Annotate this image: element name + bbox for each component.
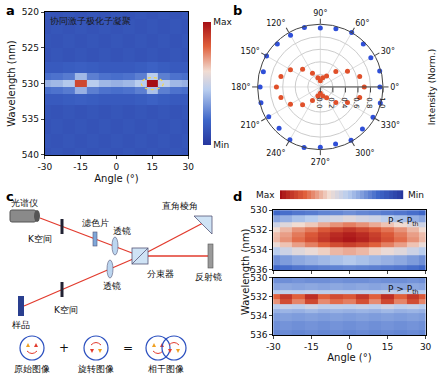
svg-text:-30: -30: [266, 342, 281, 352]
svg-text:相干图像: 相干图像: [148, 364, 184, 374]
svg-text:光谱仪: 光谱仪: [11, 198, 38, 208]
svg-text:Wavelength (nm): Wavelength (nm): [6, 40, 17, 126]
svg-text:535: 535: [22, 114, 39, 124]
svg-text:滤色片: 滤色片: [82, 218, 109, 228]
svg-text:K空间: K空间: [28, 234, 52, 244]
svg-text:300°: 300°: [355, 149, 374, 158]
svg-text:透镜: 透镜: [113, 226, 131, 236]
svg-text:=: =: [123, 341, 133, 355]
svg-text:直角棱角: 直角棱角: [162, 201, 198, 211]
svg-text:30°: 30°: [381, 47, 395, 56]
svg-text:540: 540: [22, 150, 39, 160]
svg-text:536: 536: [250, 265, 267, 275]
svg-text:15: 15: [147, 162, 158, 172]
svg-text:15: 15: [382, 342, 393, 352]
svg-text:60°: 60°: [355, 19, 369, 28]
svg-text:-15: -15: [73, 162, 88, 172]
svg-text:0.0: 0.0: [315, 97, 323, 108]
svg-text:534: 534: [250, 245, 267, 255]
svg-text:30: 30: [182, 162, 194, 172]
svg-text:150°: 150°: [241, 47, 260, 56]
svg-text:Angle (°): Angle (°): [327, 352, 372, 363]
svg-text:透镜: 透镜: [103, 281, 121, 291]
svg-text:1.0: 1.0: [378, 97, 386, 108]
svg-text:Angle (°): Angle (°): [94, 173, 139, 184]
svg-text:90°: 90°: [313, 9, 327, 18]
svg-text:536: 536: [250, 330, 267, 340]
svg-text:30: 30: [420, 342, 432, 352]
svg-text:0.6: 0.6: [352, 97, 360, 109]
svg-text:0.2: 0.2: [327, 97, 335, 108]
svg-text:K空间: K空间: [54, 305, 78, 315]
svg-text:-30: -30: [37, 162, 52, 172]
svg-text:Intensity (Norm.): Intensity (Norm.): [427, 49, 437, 125]
svg-text:530: 530: [250, 205, 267, 215]
svg-text:-15: -15: [304, 342, 319, 352]
svg-text:532: 532: [250, 292, 267, 302]
svg-text:旋转图像: 旋转图像: [78, 364, 114, 374]
svg-text:协同激子极化子凝聚: 协同激子极化子凝聚: [50, 16, 131, 26]
svg-text:0.8: 0.8: [365, 97, 373, 108]
svg-text:+: +: [59, 341, 69, 355]
svg-text:P > P​th​: P > P​th​: [388, 284, 419, 295]
svg-text:Wavelength (nm): Wavelength (nm): [240, 229, 251, 315]
svg-text:a: a: [6, 3, 15, 18]
svg-text:240°: 240°: [266, 149, 285, 158]
svg-text:210°: 210°: [241, 121, 260, 130]
svg-text:样品: 样品: [12, 320, 30, 330]
svg-text:120°: 120°: [266, 19, 285, 28]
svg-text:b: b: [233, 3, 242, 18]
svg-text:0: 0: [347, 342, 353, 352]
svg-text:0.4: 0.4: [340, 97, 348, 109]
svg-text:d: d: [233, 189, 242, 204]
svg-text:Max: Max: [213, 17, 232, 27]
svg-text:520: 520: [22, 7, 39, 17]
svg-text:Min: Min: [408, 190, 424, 200]
svg-text:534: 534: [250, 311, 267, 321]
svg-text:Max: Max: [256, 190, 275, 200]
svg-text:0°: 0°: [390, 83, 399, 92]
svg-text:525: 525: [22, 43, 39, 53]
svg-text:270°: 270°: [311, 158, 330, 167]
svg-text:Min: Min: [213, 140, 229, 150]
svg-text:反射镜: 反射镜: [195, 272, 222, 282]
svg-text:原始图像: 原始图像: [14, 364, 50, 374]
svg-text:分束器: 分束器: [147, 269, 174, 279]
svg-text:530: 530: [250, 273, 267, 283]
svg-text:P < P​th​: P < P​th​: [388, 216, 419, 227]
svg-text:532: 532: [250, 225, 267, 235]
svg-text:0: 0: [114, 162, 120, 172]
svg-text:180°: 180°: [231, 83, 250, 92]
svg-text:330°: 330°: [381, 121, 400, 130]
svg-text:530: 530: [22, 79, 39, 89]
svg-text:c: c: [6, 189, 14, 204]
